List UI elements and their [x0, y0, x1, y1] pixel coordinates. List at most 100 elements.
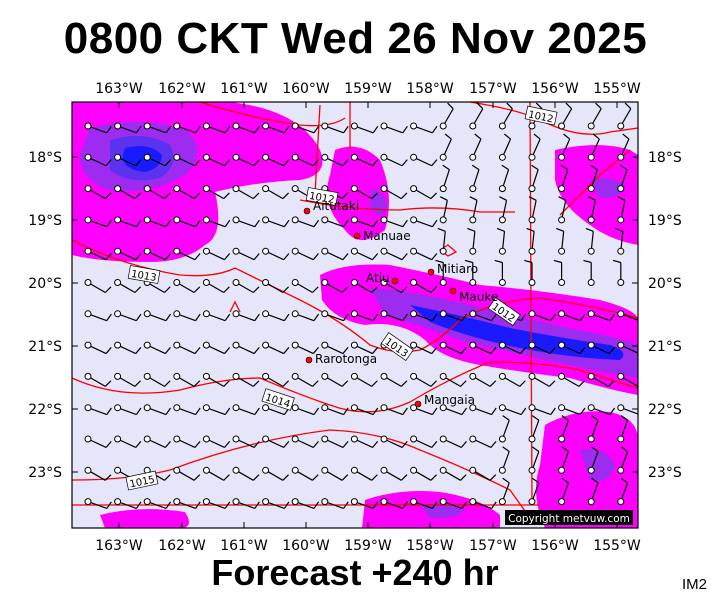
wind-barb [202, 435, 231, 448]
model-tag: IM2 [682, 576, 708, 593]
lon-labels-top: 163°W 162°W 161°W 160°W 159°W 158°W 157°… [95, 81, 641, 97]
island-markers: Aitutaki Manuae Mitiaro Atiu Mauke Rarot… [303, 199, 498, 408]
wind-barb [232, 372, 260, 387]
lon-label: 155°W [593, 81, 641, 97]
lat-label: 22°S [648, 402, 682, 418]
wind-barb [143, 122, 172, 134]
wind-barb [173, 247, 201, 261]
wind-barb [232, 310, 260, 322]
wind-barb [380, 185, 408, 200]
lat-label: 22°S [28, 402, 62, 418]
lon-label: 155°W [593, 538, 641, 554]
wind-barb [350, 310, 379, 322]
wind-barb [291, 247, 319, 261]
wind-barb [498, 164, 510, 193]
wind-barb [526, 227, 536, 255]
wind-barb [617, 310, 638, 321]
wind-barb [410, 341, 438, 355]
wind-barb [498, 477, 510, 506]
rain-region [122, 146, 162, 172]
wind-barb [587, 341, 615, 355]
wind-barb [291, 435, 319, 448]
wind-barb [498, 196, 508, 224]
wind-barb [498, 372, 526, 387]
wind-barb [143, 372, 171, 387]
wind-barb [321, 498, 349, 510]
wind-barb [84, 279, 112, 294]
wind-barb [524, 259, 536, 286]
wind-barb [439, 435, 467, 448]
lon-label: 163°W [95, 538, 143, 554]
island-dot [449, 287, 457, 295]
isobar-label: 1015 [125, 470, 159, 490]
wind-barb [410, 435, 438, 448]
wind-barb [173, 341, 201, 355]
wind-barb [469, 435, 497, 448]
wind-barb [612, 259, 625, 286]
wind-barb [232, 404, 260, 416]
wind-barb [439, 310, 468, 322]
lat-label: 18°S [28, 150, 62, 166]
lat-label: 21°S [28, 339, 62, 355]
lon-label: 162°W [158, 538, 206, 554]
wind-barb [291, 404, 320, 416]
wind-barb [84, 247, 112, 261]
wind-barb [410, 498, 438, 510]
wind-barb [617, 372, 638, 387]
island-dot [391, 277, 399, 285]
lat-label: 20°S [28, 276, 62, 292]
wind-barb [617, 415, 629, 443]
wind-barb [202, 153, 231, 167]
wind-barb [202, 122, 231, 134]
wind-barb [321, 153, 349, 167]
wind-barb [143, 216, 172, 228]
lat-label: 19°S [28, 213, 62, 229]
wind-barb [350, 185, 378, 200]
wind-barb [143, 310, 172, 322]
wind-barb [84, 153, 112, 167]
svg-text:1013: 1013 [130, 269, 157, 284]
wind-barb [617, 477, 629, 506]
wind-barb [553, 259, 566, 286]
wind-barb [84, 435, 112, 448]
wind-barb [494, 259, 506, 286]
wind-barb [114, 216, 142, 228]
wind-barb [350, 498, 379, 510]
wind-barb [232, 247, 260, 261]
isobar-label: 1012 [305, 187, 339, 206]
wind-barb [587, 196, 596, 224]
lon-label: 159°W [344, 81, 392, 97]
rain-region [590, 178, 625, 199]
rain-region [327, 146, 389, 240]
wind-barb [587, 102, 602, 130]
isobar-labels: 1012 1012 1013 1013 1012 1014 1015 [125, 105, 558, 490]
wind-barb [202, 185, 230, 200]
wind-barb [114, 404, 142, 416]
wind-barb [143, 341, 171, 355]
wind-barb [143, 153, 171, 167]
wind-barb [464, 259, 477, 286]
lon-label: 163°W [95, 81, 143, 97]
wind-barb [439, 102, 454, 130]
wind-barb [528, 477, 540, 506]
wind-barb [469, 133, 482, 161]
wind-barb [558, 341, 586, 355]
wind-barb [498, 404, 527, 416]
wind-barb [114, 341, 142, 355]
island-mangaia: Mangaia [414, 393, 475, 408]
wind-barb [380, 153, 408, 167]
wind-barb [439, 133, 452, 161]
wind-barb [84, 498, 112, 510]
isobar-line [314, 104, 321, 196]
wind-barb [498, 133, 512, 161]
isobar-label: 1012 [524, 105, 558, 125]
wind-barb [528, 446, 540, 474]
wind-barb [617, 196, 626, 224]
wind-barb [321, 372, 349, 387]
wind-barb [262, 404, 290, 416]
wind-barb [114, 310, 142, 322]
wind-barb [350, 404, 379, 416]
wind-barb [114, 122, 142, 134]
wind-barb [262, 341, 290, 355]
wind-barb [202, 310, 231, 322]
